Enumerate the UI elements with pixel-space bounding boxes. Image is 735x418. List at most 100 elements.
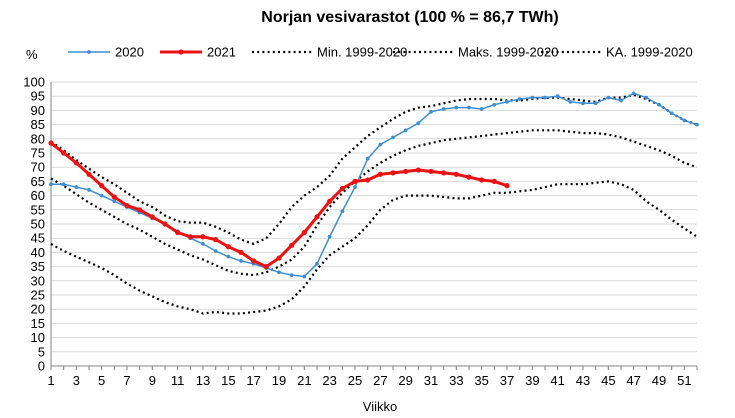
legend-label-maks-1999-2020: Maks. 1999-2020: [458, 45, 558, 60]
data-point-2020: [505, 99, 509, 104]
data-point-2020: [416, 121, 421, 126]
data-point-2020: [695, 122, 699, 127]
y-tick-label: 25: [31, 288, 45, 303]
y-tick-label: 50: [31, 217, 45, 232]
data-point-2021: [263, 264, 269, 270]
y-tick-label: 0: [38, 359, 45, 374]
data-point-2020: [289, 273, 294, 278]
y-tick-label: 10: [31, 330, 45, 345]
y-tick-label: 55: [31, 202, 45, 217]
x-tick-label: 3: [73, 373, 80, 388]
data-point-2020: [353, 185, 357, 189]
data-point-2020: [87, 188, 91, 192]
x-tick-label: 31: [424, 373, 438, 388]
data-point-2020: [61, 182, 66, 187]
x-tick-label: 1: [47, 373, 54, 388]
y-tick-label: 70: [31, 160, 45, 175]
grid-lines: [51, 81, 697, 353]
x-tick-label: 33: [449, 373, 463, 388]
y-tick-label: 30: [31, 273, 45, 288]
data-point-2021: [124, 202, 130, 209]
legend-label-min-1999-2020: Min. 1999-2020: [317, 45, 407, 60]
data-point-2020: [302, 274, 307, 279]
y-tick-label: 75: [31, 146, 45, 161]
data-point-2020: [454, 105, 459, 110]
data-point-2021: [251, 258, 257, 264]
data-point-2021: [428, 168, 434, 175]
data-point-2021: [339, 185, 345, 192]
y-tick-label: 95: [31, 89, 45, 104]
data-point-2021: [238, 249, 244, 255]
y-tick-label: 20: [31, 302, 45, 317]
series-line-maks-1999-2020: [50, 93, 698, 246]
y-tick-label: 80: [31, 131, 45, 146]
x-tick-label: 21: [297, 373, 311, 388]
data-point-2020: [441, 107, 446, 111]
data-point-2021: [453, 171, 459, 177]
data-point-2021: [289, 242, 295, 248]
y-tick-label: 100: [23, 75, 45, 90]
series-line-ka-1999-2020: [50, 129, 698, 277]
legend-marker-2021: [178, 49, 184, 55]
data-point-2021: [111, 194, 117, 200]
data-point-2020: [644, 95, 649, 100]
chart-title: Norjan vesivarastot (100 % = 86,7 TWh): [261, 9, 558, 26]
data-point-2021: [377, 171, 383, 177]
data-point-2020: [657, 102, 661, 107]
x-tick-label: 45: [601, 373, 615, 388]
data-point-2020: [631, 91, 636, 96]
y-tick-label: 40: [31, 245, 45, 260]
x-tick-label: 41: [550, 373, 564, 388]
data-point-2021: [352, 178, 358, 184]
data-point-2020: [201, 241, 205, 246]
data-point-2021: [61, 150, 67, 156]
data-point-2021: [466, 174, 472, 180]
data-point-2020: [593, 101, 598, 106]
series-lines: [48, 91, 699, 315]
data-point-2020: [543, 95, 547, 100]
x-tick-label: 9: [149, 373, 156, 388]
data-point-2020: [365, 156, 370, 161]
data-point-2021: [73, 160, 79, 166]
y-tick-label: 60: [31, 188, 45, 203]
data-point-2020: [378, 142, 383, 147]
data-point-2020: [429, 109, 433, 114]
x-tick-label: 23: [322, 373, 336, 388]
data-point-2020: [619, 98, 623, 103]
x-tick-label: 13: [196, 373, 210, 388]
data-point-2020: [568, 99, 573, 104]
y-tick-label: 15: [31, 316, 45, 331]
x-tick-label: 29: [398, 373, 412, 388]
data-point-2021: [504, 183, 510, 189]
data-point-2021: [187, 234, 193, 240]
x-tick-label: 19: [272, 373, 286, 388]
x-axis-label: Viikko: [363, 399, 397, 414]
axes: 0510152025303540455055606570758085909510…: [23, 75, 698, 388]
data-point-2020: [492, 102, 497, 107]
y-tick-label: 65: [31, 174, 45, 189]
x-tick-label: 49: [652, 373, 666, 388]
data-point-2020: [555, 94, 560, 99]
legend-marker-2020: [87, 50, 91, 54]
data-point-2021: [213, 237, 219, 243]
x-tick-label: 35: [474, 373, 488, 388]
data-point-2020: [340, 209, 345, 214]
data-point-2021: [301, 229, 307, 236]
data-point-2020: [327, 234, 332, 239]
y-tick-label: 85: [31, 117, 45, 132]
data-point-2020: [479, 107, 484, 111]
data-point-2021: [48, 140, 54, 146]
data-point-2020: [467, 105, 471, 110]
data-point-2021: [149, 214, 155, 220]
data-point-2020: [391, 135, 395, 140]
legend-label-2021: 2021: [207, 45, 236, 60]
x-tick-label: 51: [677, 373, 691, 388]
data-point-2020: [682, 118, 687, 123]
data-point-2020: [277, 270, 281, 275]
data-point-2020: [517, 97, 522, 101]
legend-label-ka-1999-2020: KA. 1999-2020: [606, 45, 693, 60]
x-tick-label: 7: [123, 373, 130, 388]
y-tick-label: 35: [31, 259, 45, 274]
